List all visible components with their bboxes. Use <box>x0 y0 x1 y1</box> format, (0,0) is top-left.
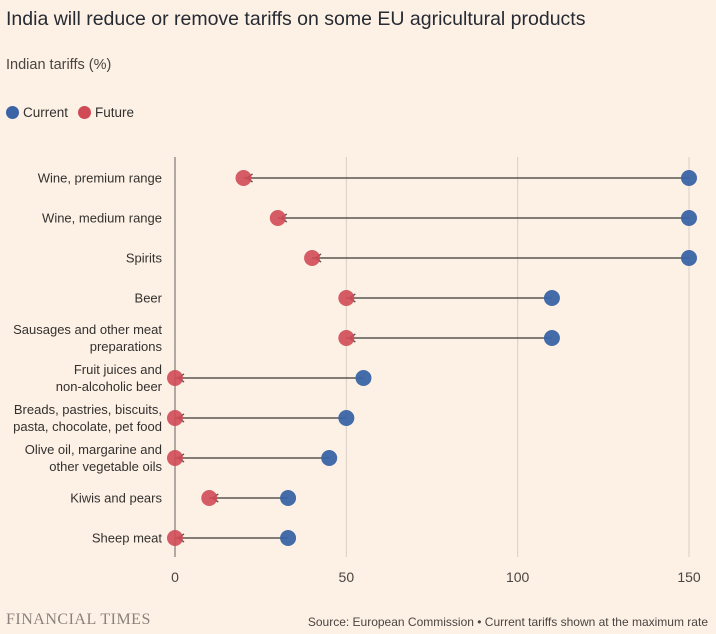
current-dot <box>681 210 697 226</box>
chart-subtitle: Indian tariffs (%) <box>6 57 112 73</box>
future-dot <box>304 250 321 266</box>
legend-item-current: Current <box>6 105 68 120</box>
future-dot <box>235 170 252 186</box>
category-label-line: pasta, chocolate, pet food <box>13 419 162 434</box>
category-label-line: other vegetable oils <box>49 459 162 474</box>
future-dot <box>167 370 183 386</box>
ft-brand-logo: FINANCIAL TIMES <box>6 611 151 628</box>
category-label: Kiwis and pears <box>70 491 162 506</box>
category-label-line: Wine, premium range <box>38 171 162 186</box>
future-dot <box>167 410 183 426</box>
legend-label-future: Future <box>95 105 135 120</box>
legend-item-future: Future <box>78 105 134 120</box>
category-label-line: Spirits <box>126 251 163 266</box>
current-dot <box>280 490 297 506</box>
current-dot <box>681 250 697 266</box>
category-label-line: Sheep meat <box>92 531 162 546</box>
current-dot <box>280 530 297 546</box>
category-label-line: non-alcoholic beer <box>56 379 163 394</box>
category-label: Sausages and other meat preparations <box>13 322 162 354</box>
future-dot <box>269 210 286 226</box>
category-label: Fruit juices and non-alcoholic beer <box>56 362 163 394</box>
category-label: Sheep meat <box>92 531 162 546</box>
category-label: Wine, medium range <box>42 211 162 226</box>
x-tick-label: 150 <box>677 569 701 585</box>
current-dot <box>681 170 697 186</box>
future-dot <box>201 490 218 506</box>
legend-swatch-future <box>78 106 92 119</box>
current-dot <box>543 330 560 346</box>
current-dot <box>543 290 560 306</box>
category-label-line: Kiwis and pears <box>70 491 162 506</box>
category-label-line: Wine, medium range <box>42 211 162 226</box>
dot-range-chart: 0 50 100 150 Wine, premium range Wine, medium… <box>13 157 701 585</box>
source-note: Source: European Commission • Current ta… <box>307 615 708 629</box>
future-dot <box>338 330 355 346</box>
category-label-line: Fruit juices and <box>74 362 162 377</box>
chart-title: India will reduce or remove tariffs on s… <box>6 8 586 30</box>
x-tick-label: 50 <box>339 569 355 585</box>
category-label: Wine, premium range <box>38 171 162 186</box>
category-label: Olive oil, margarine and other vegetable … <box>25 442 163 474</box>
legend-swatch-current <box>6 106 19 119</box>
category-label-line: Beer <box>135 291 163 306</box>
category-label: Breads, pastries, biscuits, pasta, chocol… <box>13 402 162 434</box>
category-label-line: Breads, pastries, biscuits, <box>14 402 162 417</box>
category-label: Spirits <box>126 251 163 266</box>
future-dot <box>338 290 355 306</box>
category-label-line: Olive oil, margarine and <box>25 442 162 457</box>
current-dot <box>321 450 338 466</box>
category-label: Beer <box>135 291 163 306</box>
current-dot <box>355 370 372 386</box>
legend: Current Future <box>6 105 144 120</box>
current-dot <box>338 410 355 426</box>
future-dot <box>167 450 183 466</box>
x-tick-label: 100 <box>506 569 530 585</box>
category-label-line: preparations <box>90 339 163 354</box>
category-label-line: Sausages and other meat <box>13 322 162 337</box>
future-dot <box>167 530 183 546</box>
x-tick-label: 0 <box>171 569 179 585</box>
legend-label-current: Current <box>23 105 69 120</box>
